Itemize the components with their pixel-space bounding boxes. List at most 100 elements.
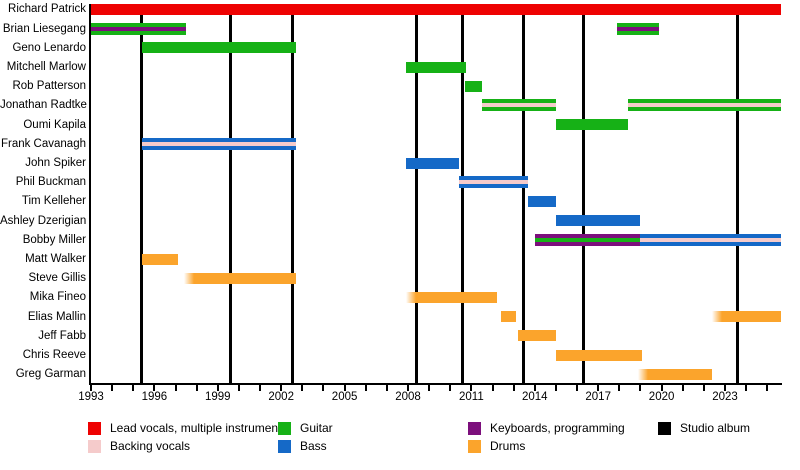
timeline-bar [555, 215, 641, 227]
axis-tick [554, 385, 557, 391]
member-label: Elias Mallin [27, 310, 86, 323]
axis-tick [681, 385, 684, 391]
timeline-bar [528, 195, 556, 207]
role-stripe [640, 233, 781, 238]
studio-album-line [581, 15, 585, 383]
axis-tick [745, 385, 748, 391]
axis-tick [174, 385, 177, 391]
member-label: Phil Buckman [15, 176, 86, 189]
role-stripe [534, 237, 641, 242]
timeline-bar [183, 272, 296, 284]
role-stripe [141, 145, 296, 150]
axis-tick [259, 385, 262, 391]
role-stripe [458, 184, 529, 189]
axis-tick-label: 2002 [268, 391, 294, 403]
role-stripe [481, 99, 556, 104]
axis-tick-label: 2005 [331, 391, 358, 403]
studio-album-line [461, 15, 465, 383]
member-label: Matt Walker [25, 253, 86, 265]
axis-tick-label: 2014 [522, 391, 548, 403]
axis-tick [597, 385, 600, 391]
timeline-bar [638, 368, 713, 380]
role-stripe [458, 180, 529, 185]
axis-tick [385, 385, 388, 391]
role-stripe [640, 241, 781, 246]
role-stripe [91, 22, 187, 27]
member-label: Frank Cavanagh [0, 137, 86, 150]
axis-tick [216, 385, 219, 391]
axis-tick [406, 385, 409, 391]
timeline-bar [141, 253, 178, 265]
role-stripe [534, 233, 641, 238]
axis-tick [111, 385, 114, 391]
timeline-bar [617, 22, 660, 35]
timeline-bar [555, 349, 642, 361]
role-stripe [640, 237, 781, 242]
axis-tick [322, 385, 325, 391]
studio-album-line [414, 15, 418, 383]
timeline-bar [640, 233, 781, 246]
legend-label: Guitar [300, 421, 333, 435]
member-label: Richard Patrick [8, 3, 86, 16]
studio-album-line [291, 15, 295, 383]
member-label: Tim Kelleher [21, 195, 86, 208]
x-axis-line [89, 383, 782, 385]
member-label: John Spiker [25, 157, 86, 169]
legend-swatch-backing_vocals [88, 439, 101, 453]
studio-album-line [521, 15, 525, 383]
timeline-bar [405, 61, 467, 73]
legend-swatch-lead [88, 422, 101, 435]
studio-album-line [140, 15, 144, 383]
axis-tick-label: 1996 [141, 391, 168, 403]
studio-album-line [228, 15, 232, 383]
timeline-bar [465, 80, 482, 92]
axis-tick [639, 385, 642, 391]
member-label: Greg Garman [15, 368, 86, 381]
axis-tick-label: 2011 [459, 391, 484, 403]
role-stripe [91, 30, 187, 35]
studio-album-line [736, 15, 740, 383]
timeline-bar [627, 99, 781, 112]
role-stripe [141, 137, 296, 142]
axis-tick [702, 385, 705, 391]
legend-label: Bass [300, 438, 327, 453]
legend-label: Keyboards, programming [490, 421, 625, 435]
axis-tick [723, 385, 726, 391]
legend-swatch-drums [468, 439, 481, 453]
axis-tick [766, 385, 769, 391]
axis-tick [301, 385, 304, 391]
axis-tick [660, 385, 663, 391]
member-label: Mika Fineo [29, 291, 86, 304]
timeline-bar [141, 42, 296, 54]
timeline-bar [141, 137, 296, 150]
timeline-bar [712, 311, 781, 323]
timeline-bar [91, 22, 187, 35]
axis-tick-label: 2017 [585, 391, 611, 403]
axis-tick [576, 385, 579, 391]
timeline-bar [91, 3, 781, 15]
axis-tick-label: 2008 [395, 391, 421, 403]
timeline-bar [500, 311, 516, 323]
member-label: Steve Gillis [28, 272, 86, 285]
legend-swatch-guitar [278, 422, 291, 435]
role-stripe [91, 26, 187, 31]
member-label: Bobby Miller [22, 233, 86, 246]
member-label: Jonathan Radtke [0, 99, 87, 112]
axis-tick [280, 385, 283, 391]
axis-tick [491, 385, 494, 391]
axis-tick [428, 385, 431, 391]
legend-swatch-keyboards [468, 422, 481, 435]
axis-tick-label: 2020 [648, 391, 675, 403]
member-label: Brian Liesegang [2, 22, 86, 35]
role-stripe [534, 241, 641, 246]
axis-tick [153, 385, 156, 391]
member-label: Geno Lenardo [12, 41, 86, 54]
role-stripe [481, 107, 556, 112]
axis-tick [364, 385, 367, 391]
legend-swatch-album [658, 422, 671, 435]
timeline-bar [555, 119, 628, 131]
member-label: Chris Reeve [22, 349, 86, 361]
member-label: Mitchell Marlow [6, 61, 86, 73]
timeline-bar [405, 157, 459, 169]
